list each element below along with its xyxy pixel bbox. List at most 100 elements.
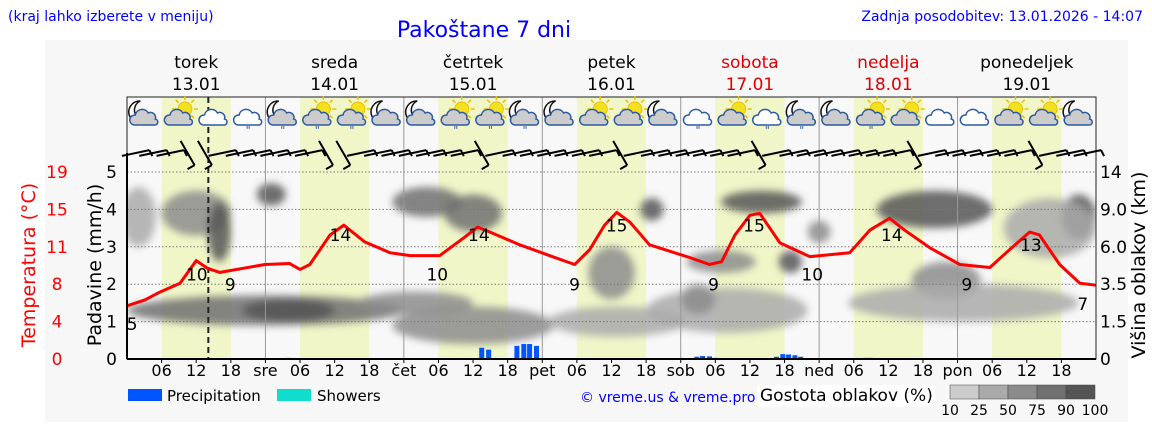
moon-cloud-icon xyxy=(820,100,851,126)
wind-barb-icon xyxy=(906,140,923,170)
sun-ray xyxy=(1021,114,1026,119)
sun-ray xyxy=(901,99,906,104)
wind-barb-icon xyxy=(294,149,327,157)
wind-barb-icon xyxy=(179,140,196,170)
cloud-icon xyxy=(336,108,367,126)
y-tick-label-cloud-height: 6.0 xyxy=(1100,238,1127,258)
cloud-scale-swatch xyxy=(949,384,980,400)
sun-ray xyxy=(452,99,456,104)
cloud-density-blob xyxy=(392,186,462,217)
cloud-icon xyxy=(405,108,436,126)
drizzle-icon: " xyxy=(280,124,285,137)
precipitation-bar xyxy=(780,354,786,359)
y-tick-label-temp: 4 xyxy=(52,313,63,333)
cloud-icon xyxy=(371,108,401,126)
cloud-icon xyxy=(648,108,678,126)
y-tick-label-temp: 19 xyxy=(46,163,68,183)
wind-barb-icon xyxy=(450,149,483,157)
precipitation-bar xyxy=(534,345,540,359)
sun-ray xyxy=(190,99,195,104)
sun-cloud-drizzle-icon: " xyxy=(475,96,510,137)
y-tick-label-cloud-height: 0 xyxy=(1100,350,1111,370)
cloud-icon xyxy=(1063,108,1093,126)
cloud-icon xyxy=(440,108,471,126)
moon-cloud-drizzle-icon: " xyxy=(785,100,817,137)
day-name: nedelja xyxy=(857,53,919,73)
cloud-icon xyxy=(786,108,817,126)
y-tick-label-temp: 8 xyxy=(52,275,63,295)
day-date: 16.01 xyxy=(587,75,636,95)
cloud-scale-label: 50 xyxy=(999,403,1017,419)
cloud-icon xyxy=(925,108,955,126)
cloud-density-blob xyxy=(242,299,335,322)
copyright-link[interactable]: © vreme.us & vreme.pro xyxy=(580,390,755,406)
cloud-scale-label: 90 xyxy=(1057,403,1075,419)
sun-cloud-icon xyxy=(890,96,925,126)
sun-cloud-drizzle-icon: " xyxy=(302,96,337,137)
wind-barb-icon xyxy=(612,140,629,170)
temperature-label: 10 xyxy=(426,266,448,286)
day-date: 14.01 xyxy=(310,75,359,95)
sun-ray xyxy=(590,99,595,104)
x-tick-label: 12 xyxy=(463,361,483,380)
temperature-label: 10 xyxy=(801,266,823,286)
cloud-icon xyxy=(544,108,574,126)
precipitation-bar xyxy=(527,344,533,359)
precipitation-swatch xyxy=(128,389,162,401)
cloud-icon xyxy=(475,108,505,126)
wind-barb-icon xyxy=(318,140,334,170)
wind-barb-icon xyxy=(1027,140,1044,170)
cloud-icon xyxy=(994,108,1024,126)
wind-barb-icon xyxy=(588,149,621,157)
day-name: torek xyxy=(174,53,218,73)
x-tick-label: 18 xyxy=(774,361,794,380)
x-tick-label: 18 xyxy=(359,361,379,380)
sun-ray xyxy=(190,114,195,119)
cloud-icon xyxy=(129,108,159,126)
sun-ray xyxy=(882,114,887,119)
sun-ray xyxy=(329,99,334,104)
drizzle-icon: " xyxy=(315,124,320,137)
precipitation-bar xyxy=(786,354,792,359)
sun-ray xyxy=(1055,114,1060,119)
x-tick-label: 06 xyxy=(151,361,171,380)
temperature-label: 14 xyxy=(881,226,903,246)
cloud-icon xyxy=(232,108,263,126)
cloud-drizzle-icon: " xyxy=(751,108,782,137)
x-tick-label: čet xyxy=(391,361,416,380)
menu-hint[interactable]: (kraj lahko izberete v meniju) xyxy=(8,9,214,25)
left-axis-panel xyxy=(45,40,80,422)
x-tick-label: 18 xyxy=(221,361,241,380)
x-tick-label: 06 xyxy=(567,361,587,380)
sun-cloud-icon xyxy=(717,96,752,126)
y-tick-label-precip: 3 xyxy=(106,238,117,258)
moon-cloud-drizzle-icon: " xyxy=(266,100,298,137)
temperature-line xyxy=(126,210,1097,308)
temperature-label: 13 xyxy=(1020,236,1042,256)
x-tick-label: 06 xyxy=(428,361,448,380)
cloud-density-blob xyxy=(357,291,474,315)
cloud-icon xyxy=(855,108,886,126)
sun-cloud-drizzle-icon: " xyxy=(336,96,371,137)
wind-barb-icon xyxy=(473,140,490,170)
x-tick-label: pet xyxy=(529,361,555,380)
cloud-scale-label: 100 xyxy=(1082,403,1109,419)
y-tick-label-precip: 0 xyxy=(106,350,117,370)
precipitation-bar xyxy=(700,356,706,359)
x-tick-label: pon xyxy=(943,361,973,380)
cloud-scale-label: 75 xyxy=(1028,403,1046,419)
wind-barb-icon xyxy=(727,149,759,157)
cloud-drizzle-icon: " xyxy=(682,108,713,137)
cloud-icon xyxy=(163,108,194,126)
moon-cloud-icon xyxy=(370,100,401,126)
temperature-label: 9 xyxy=(569,275,580,295)
temperature-label: 14 xyxy=(330,226,352,246)
sun-ray xyxy=(363,114,368,119)
cloud-icon xyxy=(1028,108,1059,126)
cloud-density-title-bg xyxy=(757,385,935,407)
cloud-icon xyxy=(198,108,228,126)
sun-cloud-drizzle-icon: " xyxy=(440,96,475,137)
sun-ray xyxy=(606,99,610,104)
day-date: 17.01 xyxy=(726,75,775,95)
